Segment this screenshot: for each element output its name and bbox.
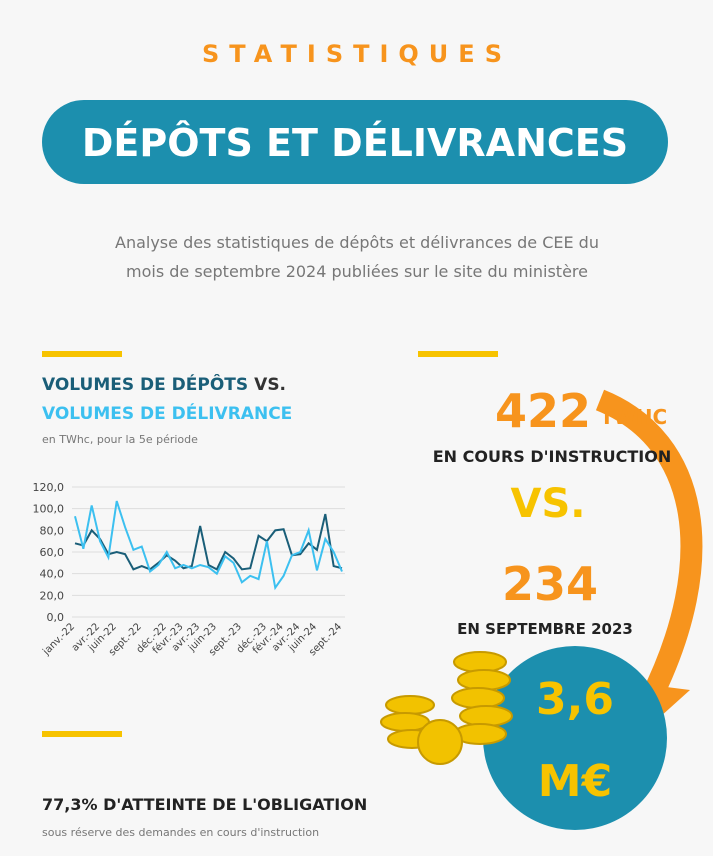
- title-pill: [42, 100, 668, 184]
- chart-title: VOLUMES DE DÉPÔTS VS.: [42, 373, 286, 395]
- series-line: [74, 513, 343, 571]
- current-label: EN COURS D'INSTRUCTION: [433, 447, 672, 466]
- versus: VS.: [511, 481, 586, 527]
- accent-bar: [418, 351, 498, 357]
- current-unit: TWHC: [600, 405, 667, 429]
- y-tick-label: 120,0: [33, 481, 65, 494]
- description: Analyse des statistiques de dépôts et dé…: [115, 233, 599, 252]
- y-tick-label: 80,0: [40, 524, 65, 537]
- series-name: VOLUMES DE DÉLIVRANCE: [42, 402, 292, 424]
- kicker: STATISTIQUES: [202, 40, 512, 68]
- accent-bar: [42, 731, 122, 737]
- obligation-note: sous réserve des demandes en cours d'ins…: [42, 826, 319, 839]
- amount-circle: [483, 646, 667, 830]
- coins: [380, 651, 513, 765]
- page-title: DÉPÔTS ET DÉLIVRANCES: [82, 121, 628, 165]
- series-line: [74, 500, 343, 591]
- y-tick-label: 100,0: [33, 503, 65, 516]
- y-tick-label: 60,0: [40, 546, 65, 559]
- series-name: VOLUMES DE DÉPÔTS: [42, 373, 248, 395]
- obligation: 77,3% D'ATTEINTE DE L'OBLIGATION: [42, 795, 367, 814]
- y-tick-label: 40,0: [40, 568, 65, 581]
- previous-label: EN SEPTEMBRE 2023: [457, 620, 633, 638]
- chart-subtitle: en TWhc, pour la 5e période: [42, 433, 198, 446]
- arrow: [595, 389, 703, 705]
- previous-value: 234: [502, 557, 598, 611]
- y-tick-label: 0,0: [47, 611, 65, 624]
- current-value: 422: [495, 384, 591, 438]
- amount: 3,6: [536, 674, 614, 725]
- accent-bar: [42, 351, 122, 357]
- description: mois de septembre 2024 publiées sur le s…: [126, 262, 588, 281]
- amount-unit: M€: [538, 756, 612, 807]
- y-tick-label: 20,0: [40, 589, 65, 602]
- line-chart: 0,020,040,060,080,0100,0120,0janv.-22avr…: [33, 481, 345, 658]
- title-joiner: VS.: [254, 375, 286, 395]
